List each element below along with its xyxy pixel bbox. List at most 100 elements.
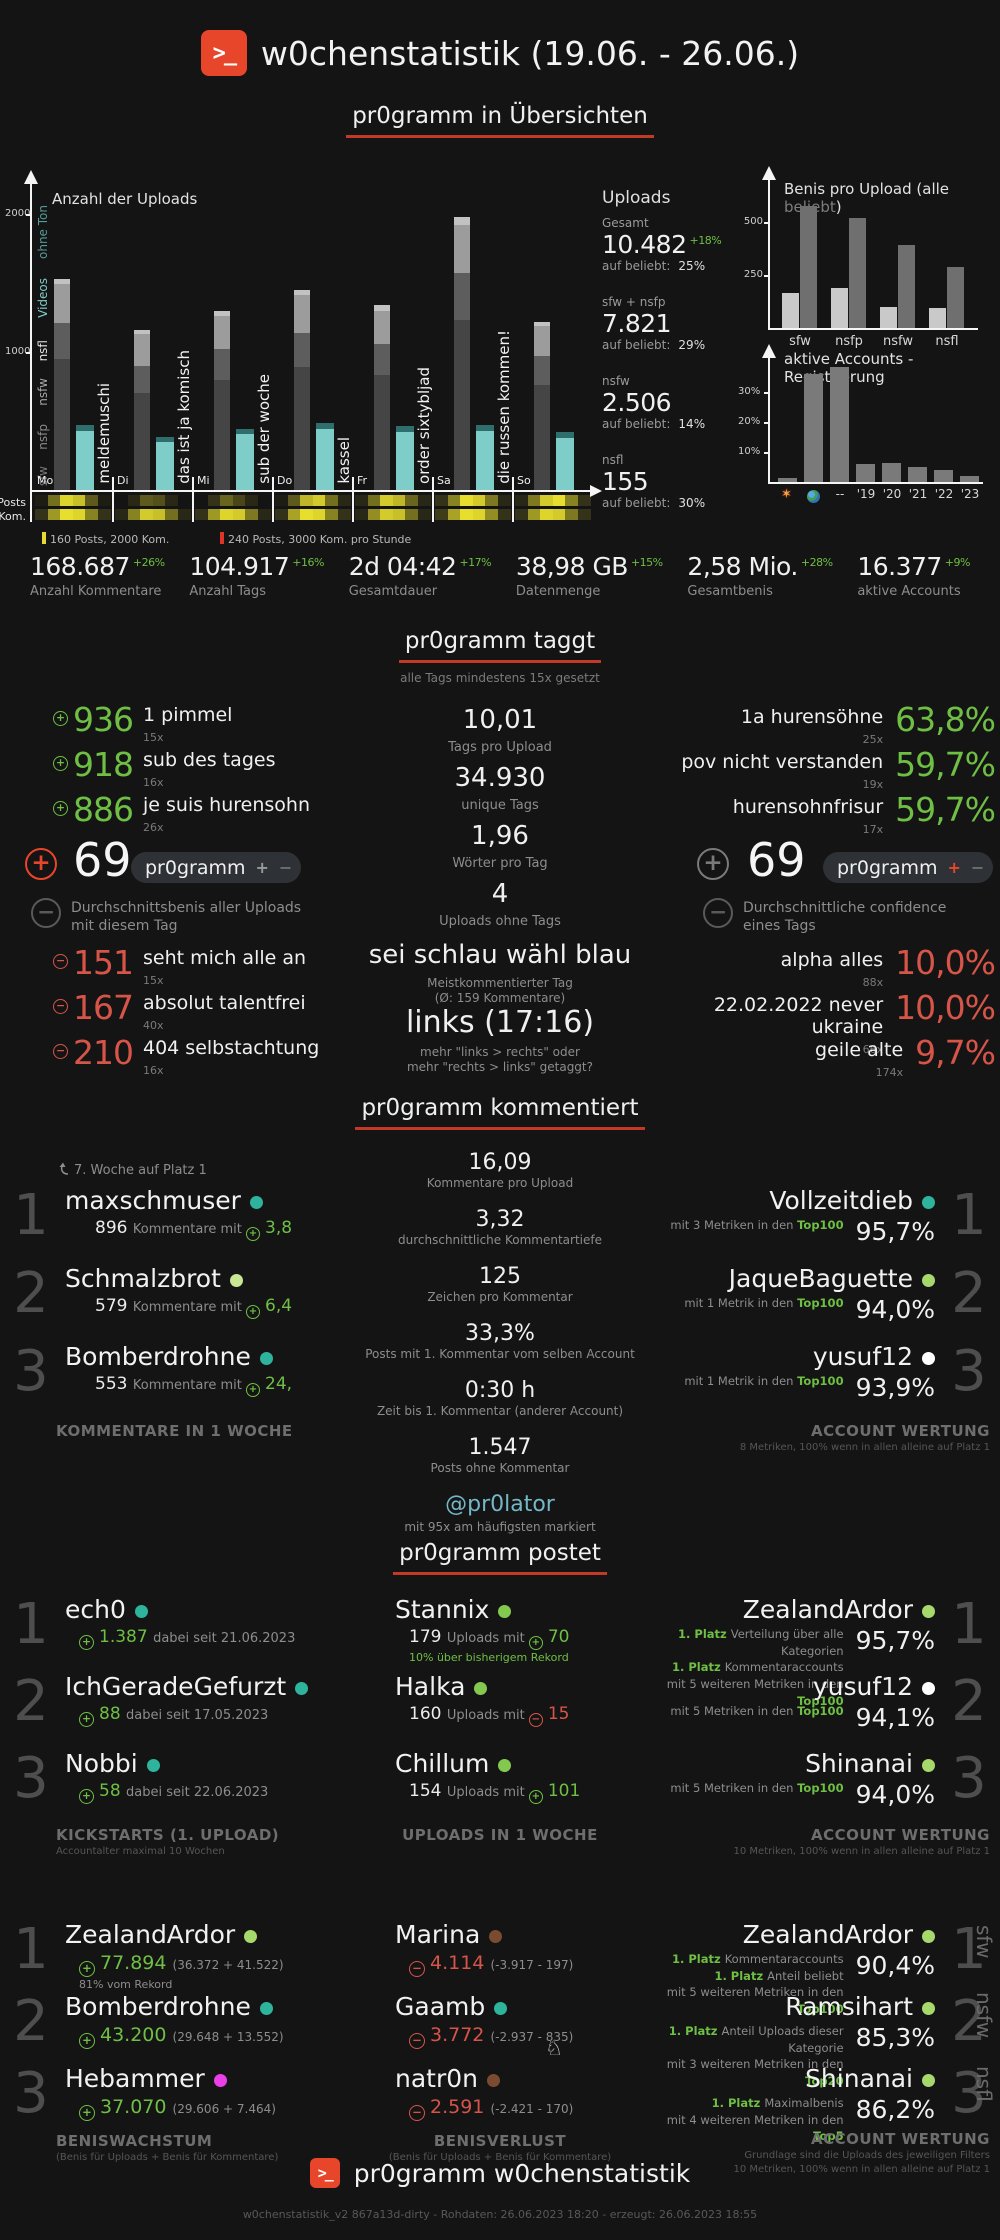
user-dot-icon: [146, 1759, 160, 1772]
wertung-percent: 93,9%: [855, 1373, 935, 1402]
list-item: natr0n −2.591 (-2.421 - 170): [395, 2064, 645, 2121]
heat-cell-kom: [98, 509, 111, 520]
bar-2: [830, 366, 849, 482]
y-tick-label: 2000: [5, 208, 31, 219]
tag-name: pov nicht verstanden: [681, 751, 884, 773]
heat-cell-kom: [338, 509, 351, 520]
tag-count: 15x: [143, 731, 164, 744]
rank-number: 2: [951, 1669, 987, 1734]
widget-description: Durchschnittliche confidence eines Tags: [743, 900, 947, 935]
circle-plus-icon: +: [246, 1383, 261, 1398]
heat-cell-posts: [300, 495, 313, 506]
stat-value: 10,01: [462, 705, 538, 735]
overview-stat: 38,98 GB +15% Datenmenge: [516, 552, 663, 599]
bar-3: [856, 464, 875, 482]
tag-count: 88x: [862, 976, 884, 989]
tag-pill[interactable]: pr0gramm + −: [131, 852, 301, 883]
upvote-button[interactable]: +: [947, 858, 961, 877]
column-footer-sub: 10 Metriken, 100% wenn in allen alleine …: [733, 2164, 990, 2175]
page-title: w0chenstatistik (19.06. - 26.06.): [260, 33, 800, 73]
tag-list-item: +886 je suis hurensohn 26x: [53, 790, 310, 835]
tick-mark: [26, 352, 31, 354]
bar-videos-ohne-ton: [476, 425, 494, 432]
downvote-button[interactable]: −: [970, 858, 985, 877]
user-dot-icon: [474, 1682, 488, 1695]
axis-legend-ohne-ton: ohne Ton: [36, 204, 50, 259]
heat-cell-kom: [178, 509, 191, 520]
tag-score: 936: [73, 700, 134, 739]
chart-title: Anzahl der Uploads: [52, 190, 198, 208]
column-footer: BENISWACHSTUM: [56, 2132, 213, 2150]
axis-legend-nsfw: nsfw: [36, 377, 50, 406]
most-commented-label: Meistkommentierter Tag: [427, 976, 573, 990]
annotation: 7. Woche auf Platz 1: [56, 1162, 207, 1178]
bar-nsfl: [134, 329, 150, 335]
stat-label: Zeit bis 1. Kommentar (anderer Account): [376, 1404, 624, 1418]
rank-number: 2: [13, 1261, 49, 1326]
stat-label: Tags pro Upload: [448, 740, 552, 755]
name-line: maxschmuser: [65, 1186, 335, 1215]
column-footer-sub: (Benis für Uploads + Benis für Kommentar…: [388, 2152, 612, 2163]
confidence-list-item: alpha alles 88x 10,0%: [781, 943, 996, 990]
stat-sub: auf beliebt: 29%: [602, 338, 706, 352]
heat-cell-kom: [540, 509, 553, 520]
filter-label-nsfl: nsfl: [972, 2066, 996, 2102]
upvote-button[interactable]: +: [255, 858, 269, 877]
column-footer: ACCOUNT WERTUNG: [810, 1826, 990, 1844]
score-line: 553 Kommentare mit +24,: [95, 1374, 335, 1398]
heat-cell-kom: [245, 509, 258, 520]
bar-nsfp: [534, 356, 550, 386]
x-tick-label: --: [835, 487, 845, 501]
y-axis-arrow-icon: [762, 166, 776, 180]
x-tick-label: Do: [277, 474, 293, 487]
bar-1: [804, 374, 823, 482]
y-tick-label: 30%: [738, 386, 761, 397]
user-dot-icon: [213, 2074, 227, 2087]
bar-nsfw: [374, 310, 390, 344]
list-item: Gaamb −3.772 (-2.937 - 835): [395, 1992, 645, 2049]
stat-sub: auf beliebt: 25%: [602, 259, 706, 273]
y-tick-label: 1000: [5, 346, 31, 357]
confidence-list-item: geile alte 174x 9,7%: [815, 1033, 996, 1080]
heat-cell-kom: [565, 509, 578, 520]
uploads-stat-item: Gesamt 10.482 +18% auf beliebt: 25%: [602, 216, 742, 273]
score-line: 896 Kommentare mit +3,8: [95, 1218, 335, 1242]
heat-cell-kom: [300, 509, 313, 520]
heat-cell-kom: [127, 509, 141, 520]
circle-plus-icon: +: [79, 2104, 95, 2121]
score-line: 579 Kommentare mit +6,4: [95, 1296, 335, 1320]
downvote-button[interactable]: −: [278, 858, 293, 877]
username: IchGeradeGefurzt: [65, 1672, 287, 1701]
username: JaqueBaguette: [728, 1264, 913, 1293]
tag-list-item: −151 seht mich alle an 15x: [53, 943, 306, 988]
postet-account-wertung: 1 ZealandArdor 1. Platz Verteilung über al…: [660, 1595, 990, 1875]
x-tick-label: nsfl: [935, 334, 959, 349]
name-line: Stannix: [395, 1595, 645, 1624]
heat-cell-posts: [418, 495, 431, 506]
confidence-value: 9,7%: [915, 1033, 996, 1072]
stat-value: 1,96: [471, 821, 529, 851]
user-dot-icon: [244, 1930, 258, 1943]
x-tick-label: Mo: [37, 474, 54, 487]
x-tick-label: Mi: [197, 474, 210, 487]
bar-sfw: [134, 393, 150, 490]
x-tick-label: Fr: [357, 474, 368, 487]
circle-minus-icon: −: [409, 2032, 425, 2049]
stat-value: 34.930: [454, 763, 546, 793]
aktive-accounts-registrierung-chart: aktive Accounts - Registrierung30%20%10%…: [738, 344, 996, 524]
legend-swatch-icon: [42, 532, 46, 544]
section-title-postet: pr0gramm postet: [0, 1540, 1000, 1575]
tag-pill[interactable]: pr0gramm + −: [823, 852, 993, 883]
rank-number: 3: [13, 2061, 49, 2126]
bar-videos: [556, 437, 574, 490]
circle-plus-icon: +: [79, 1634, 94, 1650]
bar-alle-nsfw: [880, 306, 897, 328]
circle-plus-icon: +: [79, 1788, 94, 1804]
mention-link[interactable]: @pr0lator: [445, 1492, 555, 1517]
confidence-list-item: hurensohnfrisur 17x 59,7%: [733, 790, 996, 837]
metric-line: mit 4 weiteren Metriken in den Top5: [666, 2112, 844, 2144]
benisverlust-ranking: Marina −4.114 (-3.917 - 197) Gaamb −3.772 (…: [345, 1920, 655, 2200]
bar-videos: [236, 434, 254, 490]
strip-separator: [192, 490, 194, 522]
heat-cell-posts: [447, 495, 461, 506]
